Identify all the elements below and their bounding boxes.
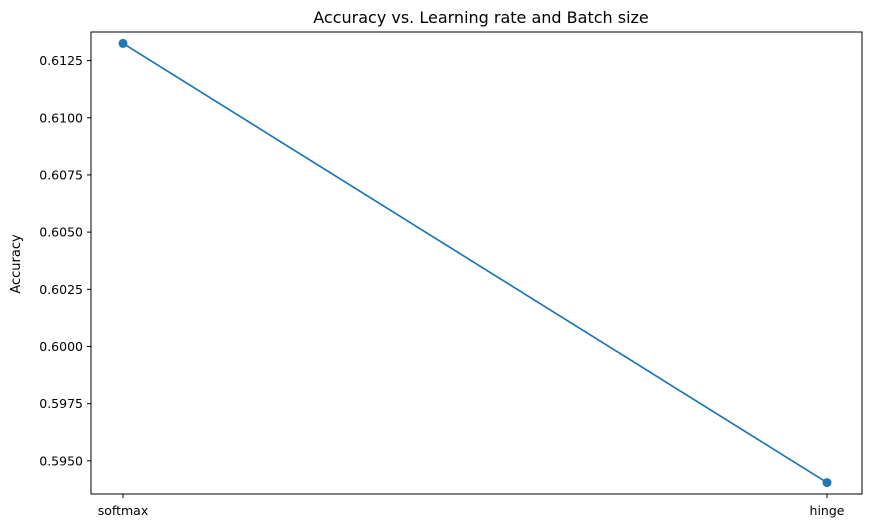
series-layer bbox=[118, 38, 832, 488]
y-axis-label: Accuracy bbox=[9, 234, 24, 294]
x-tick-label: hinge bbox=[810, 503, 845, 518]
x-tick-label: softmax bbox=[98, 503, 148, 518]
y-tick-label: 0.6125 bbox=[39, 53, 83, 68]
data-point-hinge bbox=[822, 478, 832, 488]
y-tick-label: 0.5950 bbox=[39, 453, 83, 468]
y-tick-label: 0.6000 bbox=[39, 339, 83, 354]
chart-title: Accuracy vs. Learning rate and Batch siz… bbox=[313, 8, 649, 27]
y-tick-label: 0.6100 bbox=[39, 110, 83, 125]
y-tick-label: 0.6075 bbox=[39, 167, 83, 182]
y-tick-label: 0.5975 bbox=[39, 396, 83, 411]
plot-frame bbox=[90, 31, 863, 495]
data-point-softmax bbox=[118, 38, 128, 48]
series-line bbox=[122, 42, 828, 484]
y-tick-label: 0.6050 bbox=[39, 225, 83, 240]
y-tick-label: 0.6025 bbox=[39, 282, 83, 297]
x-axis-ticks: softmax hinge bbox=[98, 494, 845, 518]
y-axis-ticks: 0.5950 0.5975 0.6000 0.6025 0.6050 0.6075 0.61… bbox=[39, 53, 91, 468]
